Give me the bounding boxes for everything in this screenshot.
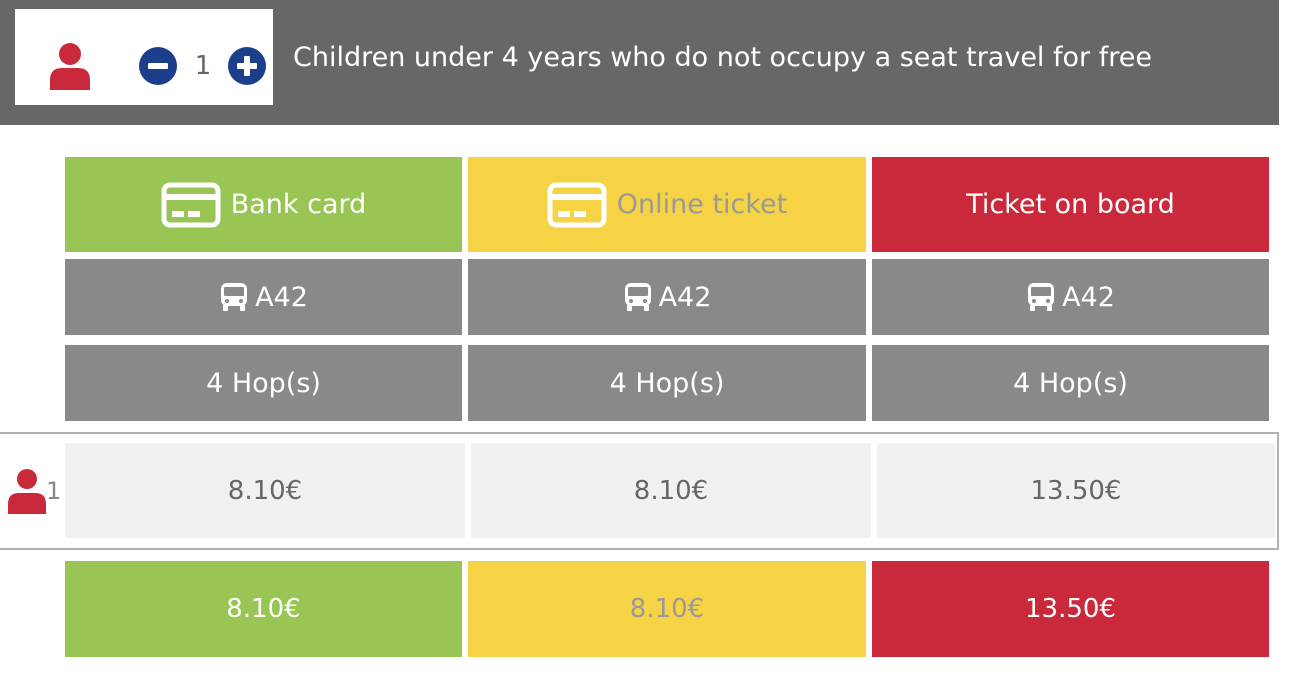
passenger-count: 1	[194, 51, 212, 81]
fare-header-bank-card[interactable]: Bank card	[65, 157, 462, 252]
minus-circle-icon[interactable]	[139, 47, 177, 85]
route-cell: A42	[872, 259, 1269, 335]
passenger-counter: 1	[15, 9, 273, 105]
route-label: A42	[1062, 281, 1115, 313]
bus-icon	[221, 283, 248, 311]
person-icon	[8, 469, 46, 514]
top-bar: 1 Children under 4 years who do not occu…	[0, 0, 1279, 125]
credit-card-icon	[547, 182, 607, 227]
hops-cell: 4 Hop(s)	[65, 345, 462, 421]
route-cell: A42	[65, 259, 462, 335]
route-label: A42	[658, 281, 712, 313]
total-button-bank-card[interactable]: 8.10€	[65, 561, 462, 657]
bus-icon	[1028, 283, 1055, 311]
free-children-note: Children under 4 years who do not occupy…	[293, 42, 1152, 73]
person-icon	[50, 43, 90, 90]
route-cell: A42	[468, 259, 866, 335]
fare-header-online-ticket[interactable]: Online ticket	[468, 157, 866, 252]
fare-header-ticket-on-board[interactable]: Ticket on board	[872, 157, 1269, 252]
bus-icon	[624, 283, 651, 311]
total-button-online-ticket[interactable]: 8.10€	[468, 561, 866, 657]
credit-card-icon	[161, 182, 221, 227]
fare-header-label: Ticket on board	[966, 189, 1175, 220]
fare-header-label: Bank card	[230, 189, 367, 220]
price-cell: 13.50€	[877, 443, 1275, 538]
price-cell: 8.10€	[65, 443, 465, 538]
passenger-row-count: 1	[46, 477, 62, 505]
fare-header-label: Online ticket	[616, 189, 788, 220]
plus-circle-icon[interactable]	[228, 47, 266, 85]
route-label: A42	[255, 281, 308, 313]
hops-cell: 4 Hop(s)	[468, 345, 866, 421]
total-button-ticket-on-board[interactable]: 13.50€	[872, 561, 1269, 657]
hops-cell: 4 Hop(s)	[872, 345, 1269, 421]
price-cell: 8.10€	[471, 443, 871, 538]
